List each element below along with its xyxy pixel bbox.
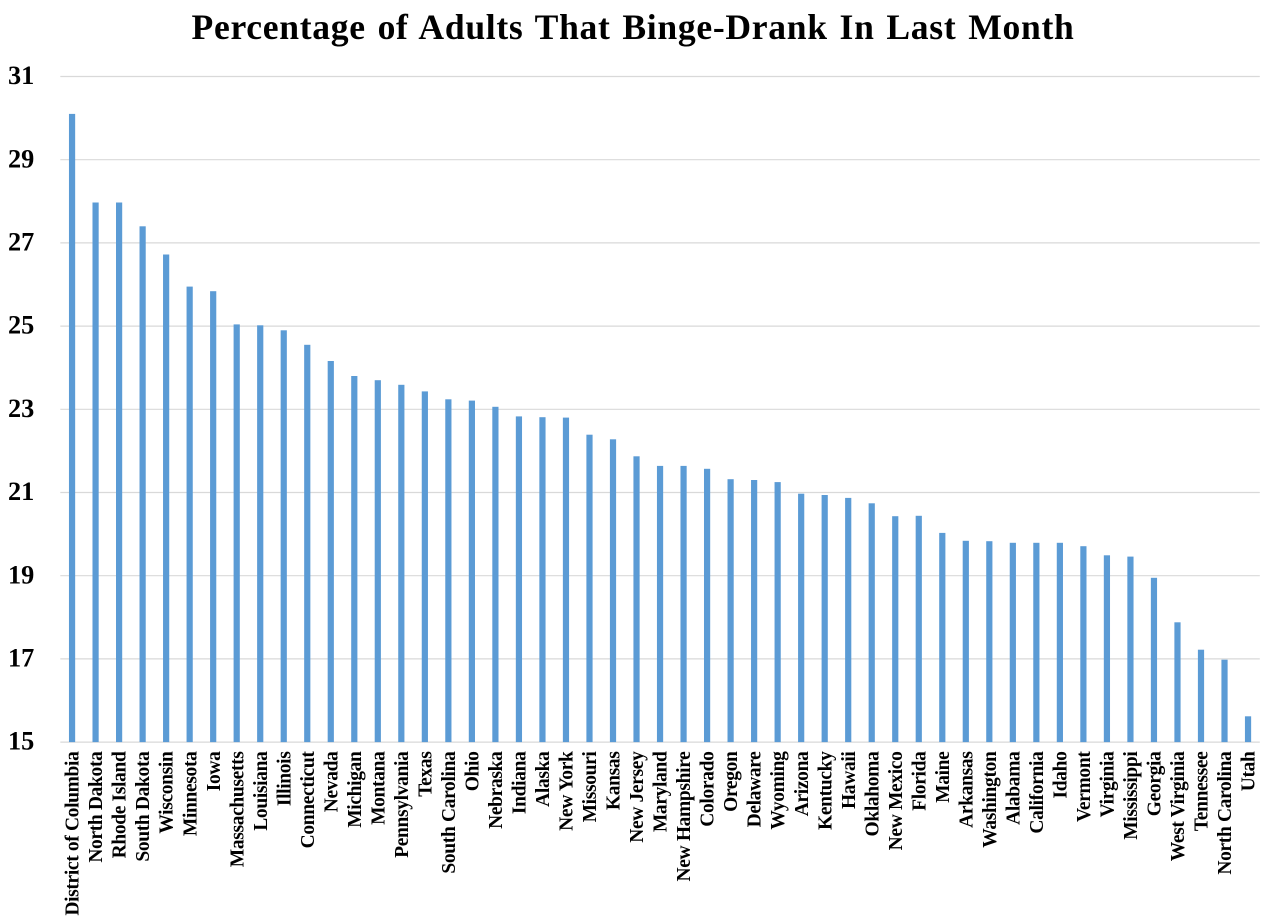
svg-text:31: 31 (8, 61, 34, 90)
svg-text:Alaska: Alaska (533, 751, 554, 807)
svg-text:21: 21 (8, 477, 34, 506)
svg-text:29: 29 (8, 144, 34, 173)
svg-text:23: 23 (8, 394, 34, 423)
svg-text:South Carolina: South Carolina (439, 751, 460, 874)
svg-text:19: 19 (8, 560, 34, 589)
svg-text:Minnesota: Minnesota (180, 751, 201, 836)
svg-text:New Hampshire: New Hampshire (674, 751, 695, 882)
svg-text:Kentucky: Kentucky (815, 751, 836, 830)
svg-text:Georgia: Georgia (1145, 751, 1166, 816)
svg-text:South Dakota: South Dakota (133, 751, 154, 862)
svg-text:Kansas: Kansas (604, 751, 625, 810)
svg-text:North Carolina: North Carolina (1215, 751, 1236, 875)
svg-text:New Jersey: New Jersey (627, 751, 648, 843)
svg-text:West Virginia: West Virginia (1168, 751, 1189, 861)
svg-text:Missouri: Missouri (580, 751, 601, 823)
svg-text:Indiana: Indiana (510, 751, 531, 814)
svg-text:Percentage of Adults That Bing: Percentage of Adults That Binge-Drank In… (192, 7, 1075, 47)
svg-text:Vermont: Vermont (1074, 751, 1095, 822)
svg-text:Utah: Utah (1239, 751, 1260, 791)
svg-text:California: California (1027, 751, 1048, 834)
svg-text:Pennsylvania: Pennsylvania (392, 751, 413, 858)
svg-text:Virginia: Virginia (1098, 751, 1119, 817)
svg-text:Colorado: Colorado (698, 752, 719, 827)
svg-text:Maine: Maine (933, 751, 954, 803)
svg-text:Michigan: Michigan (345, 751, 366, 828)
svg-text:Mississippi: Mississippi (1121, 751, 1142, 840)
svg-text:Illinois: Illinois (274, 751, 295, 806)
svg-text:Wyoming: Wyoming (768, 751, 789, 830)
svg-text:25: 25 (8, 311, 34, 340)
svg-text:Delaware: Delaware (745, 751, 766, 828)
svg-text:North Dakota: North Dakota (86, 751, 107, 863)
svg-text:New York: New York (557, 751, 578, 831)
svg-text:Washington: Washington (980, 751, 1001, 848)
svg-text:New Mexico: New Mexico (886, 752, 907, 851)
svg-text:Tennessee: Tennessee (1192, 751, 1213, 831)
svg-text:Florida: Florida (909, 751, 930, 811)
svg-text:Montana: Montana (368, 751, 389, 825)
svg-text:17: 17 (8, 644, 34, 673)
svg-text:Nevada: Nevada (321, 751, 342, 812)
svg-text:Idaho: Idaho (1050, 752, 1071, 799)
svg-text:Arkansas: Arkansas (956, 751, 977, 828)
svg-text:Iowa: Iowa (204, 751, 225, 791)
svg-text:Alabama: Alabama (1003, 751, 1024, 825)
svg-text:Oregon: Oregon (721, 751, 742, 812)
svg-text:Louisiana: Louisiana (251, 751, 272, 831)
svg-text:Wisconsin: Wisconsin (157, 751, 178, 834)
svg-text:Connecticut: Connecticut (298, 751, 319, 849)
svg-text:Ohio: Ohio (462, 752, 483, 792)
svg-text:Rhode Island: Rhode Island (110, 751, 131, 858)
svg-text:Hawaii: Hawaii (839, 751, 860, 809)
svg-text:District of Columbia: District of Columbia (63, 751, 84, 916)
svg-text:Maryland: Maryland (651, 751, 672, 832)
svg-text:Arizona: Arizona (792, 751, 813, 816)
svg-text:Massachusetts: Massachusetts (227, 751, 248, 867)
svg-text:Texas: Texas (415, 751, 436, 797)
svg-text:27: 27 (8, 228, 34, 257)
svg-text:Nebraska: Nebraska (486, 751, 507, 829)
svg-text:15: 15 (8, 727, 34, 756)
svg-text:Oklahoma: Oklahoma (862, 751, 883, 837)
